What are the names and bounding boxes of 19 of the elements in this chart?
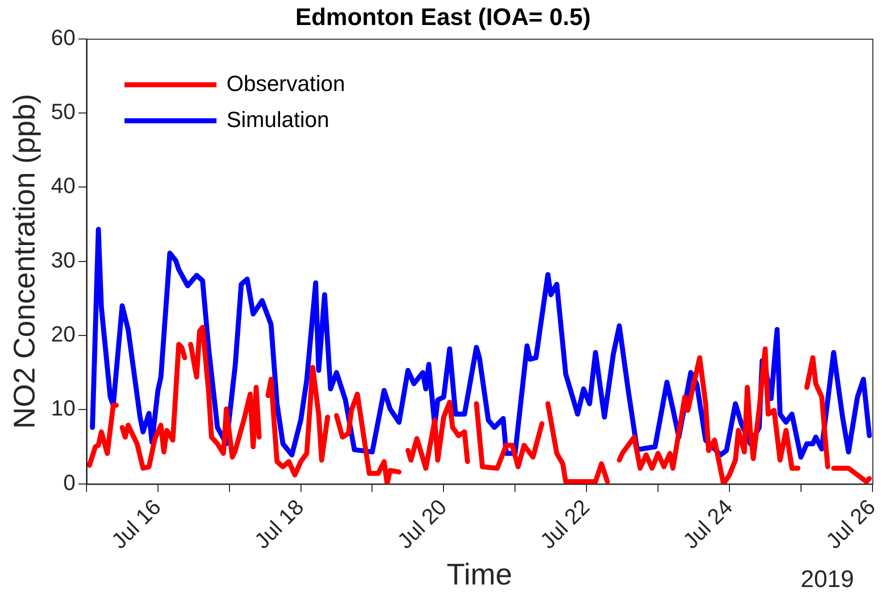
x-tick-label: Jul 18 <box>249 494 309 554</box>
text: 2019 <box>800 566 854 594</box>
legend-label: Simulation <box>226 106 330 132</box>
x-tick-label: Jul 16 <box>106 494 166 554</box>
y-tick-label: 50 <box>50 99 76 124</box>
y-tick-label: 10 <box>50 396 76 421</box>
x-tick-label: Jul 22 <box>535 494 594 554</box>
y-tick-label: 30 <box>50 247 76 272</box>
x-tick-label: Jul 24 <box>678 494 738 554</box>
x-tick-label: Jul 20 <box>392 494 452 554</box>
legend-label: Observation <box>226 70 346 96</box>
y-tick-label: 60 <box>50 24 76 50</box>
y-axis-title: NO2 Concentration (ppb) <box>8 94 42 429</box>
y-tick-label: 20 <box>50 322 76 347</box>
y-tick-label: 0 <box>63 470 76 495</box>
x-axis-title: Time <box>446 558 512 592</box>
y-tick-label: 40 <box>50 173 76 198</box>
x-tick-label: Jul 26 <box>820 494 880 554</box>
chart-title: Edmonton East (IOA= 0.5) <box>295 4 591 32</box>
